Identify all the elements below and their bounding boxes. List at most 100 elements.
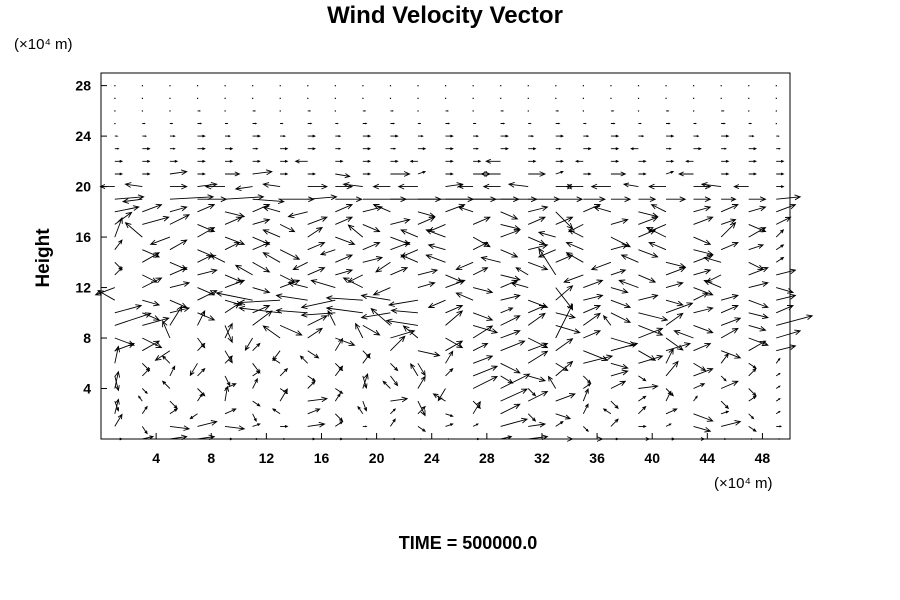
wind-vector: [252, 423, 261, 427]
wind-vector: [114, 122, 116, 125]
wind-vector: [362, 241, 381, 251]
wind-vector: [204, 183, 225, 190]
wind-vector: [262, 205, 281, 213]
wind-vector: [169, 214, 191, 225]
wind-vector: [238, 305, 281, 314]
wind-vector: [335, 268, 354, 276]
wind-vector: [582, 375, 592, 384]
wind-vector: [417, 216, 436, 225]
x-tick-label: 24: [424, 450, 440, 466]
wind-vector: [775, 357, 781, 364]
wind-vector: [169, 365, 176, 377]
wind-vector: [280, 437, 286, 441]
wind-vector: [307, 241, 326, 251]
wind-vector: [122, 198, 143, 204]
wind-vector: [335, 420, 344, 427]
wind-vector: [637, 110, 640, 112]
wind-vector: [638, 312, 669, 322]
wind-vector: [665, 97, 667, 99]
wind-vector: [342, 181, 363, 188]
wind-vector: [149, 236, 171, 246]
wind-vector: [583, 122, 587, 125]
wind-vector: [555, 324, 581, 334]
wind-vector: [473, 159, 482, 163]
wind-vector: [142, 316, 170, 326]
wind-vector: [390, 122, 396, 125]
wind-vector: [225, 122, 229, 125]
wind-vector: [610, 110, 615, 112]
wind-vector: [665, 302, 694, 314]
x-tick-label: 8: [207, 450, 215, 466]
wind-vector: [776, 203, 797, 213]
wind-vector: [555, 110, 560, 112]
wind-vector: [510, 281, 529, 289]
wind-vector: [472, 267, 489, 276]
wind-vector: [648, 223, 667, 233]
wind-vector: [252, 261, 271, 273]
wind-vector: [307, 267, 326, 276]
wind-vector: [197, 287, 216, 296]
wind-vector: [197, 223, 216, 233]
wind-vector: [500, 223, 521, 231]
wind-vector: [425, 254, 446, 263]
wind-vector: [582, 403, 589, 415]
wind-vector: [189, 363, 198, 377]
wind-vector: [555, 420, 564, 427]
wind-vector: [445, 110, 450, 112]
wind-vector: [262, 252, 281, 263]
wind-vector: [161, 355, 171, 364]
wind-vector: [638, 293, 659, 301]
wind-vector: [610, 147, 620, 151]
wind-vector: [650, 204, 667, 213]
wind-vector: [775, 229, 785, 238]
wind-vector: [142, 122, 146, 125]
wind-vector: [307, 134, 317, 138]
wind-vector: [271, 408, 281, 415]
wind-vector: [99, 184, 115, 190]
wind-vector: [225, 159, 234, 163]
wind-vector: [224, 383, 237, 389]
wind-vector: [154, 350, 171, 361]
wind-vector: [665, 347, 674, 364]
wind-vector: [114, 205, 140, 213]
wind-vector: [334, 97, 336, 99]
wind-vector: [693, 134, 700, 138]
wind-vector: [252, 437, 259, 441]
wind-vector: [472, 85, 474, 87]
wind-vector: [590, 261, 612, 271]
wind-vector: [417, 405, 426, 415]
wind-vector: [169, 281, 191, 289]
wind-vector: [252, 236, 271, 245]
wind-vector: [720, 400, 730, 410]
wind-vector: [693, 249, 714, 256]
wind-vector: [141, 85, 144, 87]
wind-vector: [169, 425, 191, 431]
wind-vector: [457, 184, 474, 190]
wind-vector: [114, 85, 116, 87]
wind-vector: [169, 400, 178, 410]
wind-vector: [638, 216, 659, 225]
wind-vector: [555, 393, 576, 402]
wind-vector: [114, 375, 120, 392]
wind-vector: [693, 110, 695, 112]
wind-vector: [775, 216, 792, 225]
wind-vector: [335, 216, 354, 225]
wind-vector: [610, 400, 619, 410]
wind-vector: [500, 97, 502, 99]
wind-vector: [748, 367, 757, 377]
wind-vector: [197, 290, 218, 301]
wind-vector: [390, 159, 399, 163]
wind-vector: [720, 305, 739, 314]
wind-vector: [169, 110, 171, 112]
wind-vector: [334, 413, 344, 422]
wind-vector: [721, 196, 737, 202]
wind-vector: [776, 305, 795, 314]
wind-vector: [480, 256, 501, 263]
wind-vector: [224, 375, 231, 387]
wind-vector: [665, 170, 675, 175]
wind-vector: [775, 372, 781, 377]
wind-vector: [610, 287, 629, 294]
wind-vector: [445, 274, 464, 283]
wind-vector: [610, 380, 627, 389]
y-tick-label: 12: [75, 280, 91, 296]
